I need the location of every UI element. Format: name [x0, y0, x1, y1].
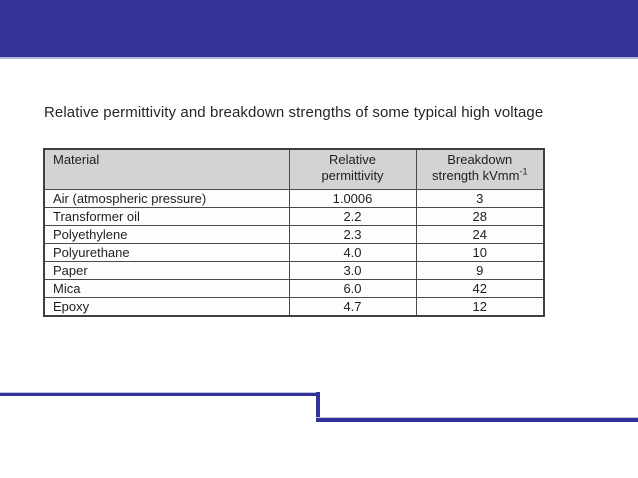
column-header-material: Material	[43, 148, 290, 190]
material-cell: Epoxy	[43, 297, 290, 317]
relative-permittivity-cell: 3.0	[288, 261, 417, 280]
column-header-relative-permittivity-line2: permittivity	[321, 168, 384, 183]
material-cell: Paper	[43, 261, 290, 280]
breakdown-unit-superscript: -1	[519, 166, 528, 177]
breakdown-strength-cell: 10	[415, 243, 545, 262]
table-row: Paper 3.0 9	[43, 261, 545, 280]
breakdown-strength-cell: 42	[415, 279, 545, 298]
column-header-material-label: Material	[53, 152, 100, 167]
materials-table: Material Relative permittivity Breakdown…	[43, 148, 545, 317]
relative-permittivity-cell: 4.0	[288, 243, 417, 262]
material-cell: Polyethylene	[43, 225, 290, 244]
column-header-relative-permittivity: Relative permittivity	[288, 148, 417, 190]
table-row: Polyethylene 2.3 24	[43, 225, 545, 244]
relative-permittivity-cell: 4.7	[288, 297, 417, 317]
relative-permittivity-cell: 1.0006	[288, 189, 417, 208]
material-cell: Transformer oil	[43, 207, 290, 226]
divider-step-line-left	[0, 392, 319, 396]
table-row: Mica 6.0 42	[43, 279, 545, 298]
header-bar	[0, 0, 638, 59]
table-row: Transformer oil 2.2 28	[43, 207, 545, 226]
table-row: Polyurethane 4.0 10	[43, 243, 545, 262]
column-header-breakdown-line2: strength kVmm	[432, 168, 520, 183]
column-header-relative-permittivity-line1: Relative	[329, 152, 376, 167]
table-header: Material Relative permittivity Breakdown…	[43, 148, 545, 190]
breakdown-strength-cell: 12	[415, 297, 545, 317]
breakdown-strength-cell: 28	[415, 207, 545, 226]
column-header-breakdown-line1: Breakdown	[447, 152, 513, 167]
table-body: Air (atmospheric pressure) 1.0006 3 Tran…	[43, 189, 545, 317]
material-cell: Polyurethane	[43, 243, 290, 262]
column-header-breakdown-strength: Breakdown strength kVmm-1	[415, 148, 545, 190]
table-row: Air (atmospheric pressure) 1.0006 3	[43, 189, 545, 208]
divider-step-line-right	[316, 417, 638, 422]
breakdown-strength-cell: 24	[415, 225, 545, 244]
table-row: Epoxy 4.7 12	[43, 297, 545, 317]
breakdown-strength-cell: 3	[415, 189, 545, 208]
material-cell: Air (atmospheric pressure)	[43, 189, 290, 208]
slide-title: Relative permittivity and breakdown stre…	[44, 104, 544, 121]
relative-permittivity-cell: 6.0	[288, 279, 417, 298]
table-header-row: Material Relative permittivity Breakdown…	[43, 148, 545, 190]
relative-permittivity-cell: 2.2	[288, 207, 417, 226]
material-cell: Mica	[43, 279, 290, 298]
relative-permittivity-cell: 2.3	[288, 225, 417, 244]
divider-step-line-vertical	[316, 392, 320, 422]
breakdown-strength-cell: 9	[415, 261, 545, 280]
